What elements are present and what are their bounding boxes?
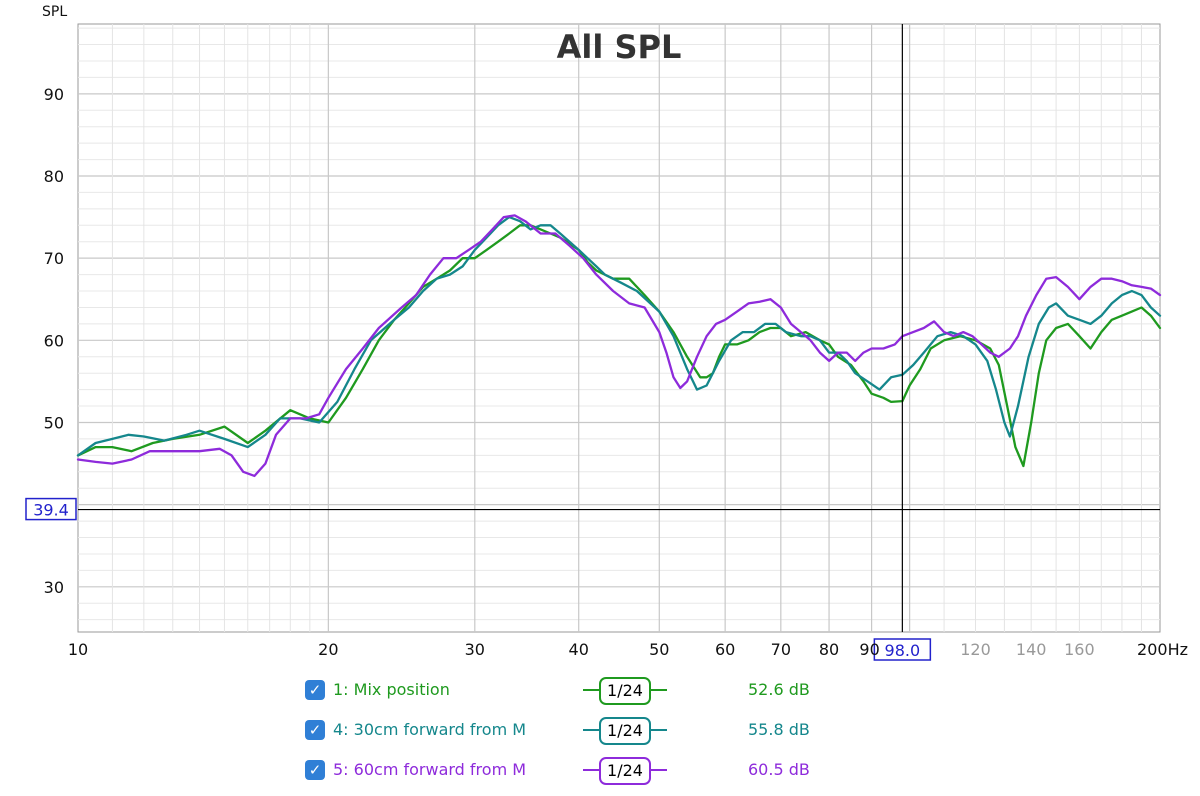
legend-row-30cm: ✓ 4: 30cm forward from M 1/24 55.8 dB [305,716,865,756]
series-1-smoothing-value: 1/24 [599,677,651,705]
series-layer [76,214,1162,478]
cursor-y-readout: 39.4 [33,501,69,520]
x-tick-label: 80 [819,640,839,659]
spl-chart: 98.0 39.4 30 50 60 70 80 90 10 20 30 40 50 60 70 80 90 1… [25,4,1188,661]
series-4-checkbox[interactable]: ✓ [305,720,325,740]
smoothing-numerator: 1 [607,681,618,700]
x-tick-label: 120 [960,640,991,659]
series-4-smoothing-value: 1/24 [599,717,651,745]
x-tick-label: 90 [859,640,879,659]
series-5-checkbox[interactable]: ✓ [305,760,325,780]
series-4-label: 4: 30cm forward from M [333,720,527,739]
series-5-label: 5: 60cm forward from M [333,760,527,779]
smoothing-numerator: 1 [607,761,618,780]
y-tick-label: 70 [44,249,64,268]
series-4-readout: 55.8 dB [748,720,810,739]
y-tick-label: 50 [44,413,64,432]
series-line-3 [76,214,1162,478]
series-5-readout: 60.5 dB [748,760,810,779]
series-1-smoothing-button[interactable]: 1/24 [583,676,667,705]
smoothing-denominator: 24 [622,761,643,780]
series-1-label: 1: Mix position [333,680,450,699]
smoothing-denominator: 24 [622,681,643,700]
y-tick-label: 80 [44,167,64,186]
series-4-smoothing-button[interactable]: 1/24 [583,716,667,745]
x-tick-label: 200Hz [1137,640,1188,659]
grid [78,24,1160,632]
x-tick-label: 50 [649,640,669,659]
cursor-y-readout-box [25,497,77,521]
y-tick-label: 30 [44,578,64,597]
plot-area[interactable] [77,23,1161,633]
cursor-x-readout: 98.0 [885,641,921,660]
legend-row-60cm: ✓ 5: 60cm forward from M 1/24 60.5 dB [305,756,865,796]
x-tick-label: 40 [569,640,589,659]
smoothing-numerator: 1 [607,721,618,740]
smoothing-denominator: 24 [622,721,643,740]
cursor-layer: 98.0 39.4 [25,24,1160,661]
cursor-x-readout-box [873,638,932,661]
series-1-readout: 52.6 dB [748,680,810,699]
y-tick-label: 60 [44,331,64,350]
x-tick-label: 20 [318,640,338,659]
x-tick-label: 60 [715,640,735,659]
x-tick-label: 160 [1064,640,1095,659]
chart-title: All SPL [557,28,682,66]
series-line-2 [76,215,1162,457]
legend: ✓ 1: Mix position 1/24 52.6 dB ✓ 4: 30cm… [305,676,865,796]
y-tick-label: 90 [44,85,64,104]
series-5-smoothing-button[interactable]: 1/24 [583,756,667,785]
series-1-checkbox[interactable]: ✓ [305,680,325,700]
axis-labels: 30 50 60 70 80 90 10 20 30 40 50 60 70 80 90 120 140 160 2… [44,85,1188,659]
x-tick-label: 30 [465,640,485,659]
legend-row-mix-position: ✓ 1: Mix position 1/24 52.6 dB [305,676,865,716]
x-tick-label: 140 [1016,640,1047,659]
x-tick-label: 70 [771,640,791,659]
y-axis-label: SPL [42,4,67,20]
x-tick-label: 10 [68,640,88,659]
series-line-1 [76,224,1162,468]
series-5-smoothing-value: 1/24 [599,757,651,785]
